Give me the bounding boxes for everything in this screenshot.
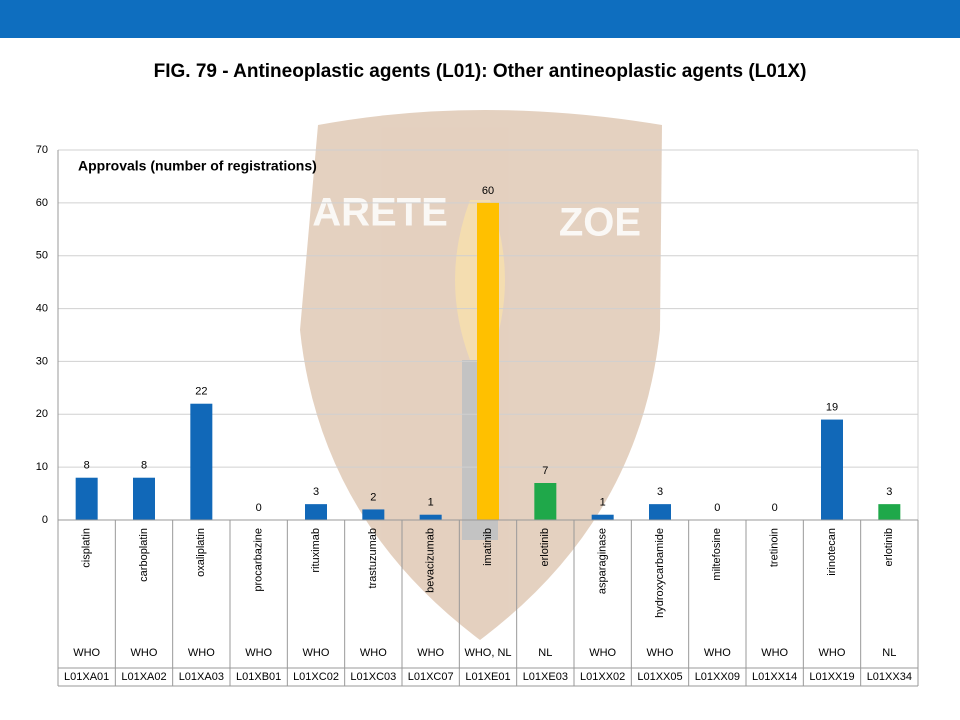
code-label: L01XC03 — [350, 671, 396, 683]
source-label: WHO — [417, 647, 444, 659]
x-tick-label: rituximab — [310, 528, 322, 573]
y-tick-label: 10 — [36, 461, 48, 473]
x-tick-label: trastuzumab — [367, 528, 379, 589]
y-tick-label: 70 — [36, 144, 48, 156]
source-label: WHO — [819, 647, 846, 659]
code-label: L01XX02 — [580, 671, 625, 683]
x-tick-label: cisplatin — [81, 528, 93, 568]
code-label: L01XC02 — [293, 671, 339, 683]
bar — [649, 504, 671, 520]
source-label: WHO — [589, 647, 616, 659]
data-label: 2 — [370, 491, 376, 503]
watermark-text: ZOE — [559, 201, 641, 245]
code-label: L01XX09 — [695, 671, 740, 683]
y-tick-label: 0 — [42, 514, 48, 526]
source-label: WHO — [73, 647, 100, 659]
data-label: 8 — [84, 460, 90, 472]
chart-subtitle: Approvals (number of registrations) — [78, 158, 317, 174]
bar — [591, 514, 614, 520]
y-tick-label: 30 — [36, 355, 48, 367]
source-label: NL — [538, 647, 552, 659]
data-label: 1 — [600, 497, 606, 509]
watermark-text: ARETE — [312, 191, 448, 235]
code-label: L01XE03 — [523, 671, 568, 683]
source-label: WHO — [647, 647, 674, 659]
x-tick-label: irinotecan — [826, 528, 838, 576]
data-label: 60 — [482, 185, 494, 197]
x-tick-label: erlotinib — [539, 528, 551, 567]
source-label: WHO — [761, 647, 788, 659]
bar — [133, 477, 155, 520]
x-tick-label: imatinib — [482, 528, 494, 566]
data-label: 0 — [714, 502, 720, 514]
bar — [477, 202, 499, 520]
x-tick-label: miltefosine — [711, 528, 723, 581]
x-tick-label: tretinoin — [769, 528, 781, 567]
source-label: WHO — [245, 647, 272, 659]
x-tick-label: bevacizumab — [425, 528, 437, 593]
code-label: L01XX05 — [637, 671, 682, 683]
y-tick-label: 20 — [36, 408, 48, 420]
bar — [362, 509, 385, 520]
bar — [75, 477, 98, 520]
bar — [190, 403, 213, 520]
code-label: L01XX19 — [809, 671, 854, 683]
data-label: 0 — [772, 502, 778, 514]
code-label: L01XC07 — [408, 671, 454, 683]
code-label: L01XB01 — [236, 671, 281, 683]
chart-title: FIG. 79 - Antineoplastic agents (L01): O… — [154, 61, 807, 82]
code-label: L01XE01 — [465, 671, 510, 683]
x-tick-label: hydroxycarbamide — [654, 528, 666, 618]
code-label: L01XA01 — [64, 671, 109, 683]
data-label: 7 — [542, 465, 548, 477]
source-label: WHO, NL — [464, 647, 511, 659]
source-label: WHO — [360, 647, 387, 659]
source-label: NL — [882, 647, 896, 659]
source-label: WHO — [131, 647, 158, 659]
x-tick-label: asparaginase — [597, 528, 609, 594]
code-label: L01XX14 — [752, 671, 797, 683]
data-label: 19 — [826, 401, 838, 413]
code-label: L01XA03 — [179, 671, 224, 683]
code-label: L01XX34 — [867, 671, 912, 683]
data-label: 3 — [657, 486, 663, 498]
y-tick-label: 50 — [36, 250, 48, 262]
source-label: WHO — [188, 647, 215, 659]
x-tick-label: oxaliplatin — [195, 528, 207, 577]
y-tick-label: 60 — [36, 197, 48, 209]
source-label: WHO — [704, 647, 731, 659]
data-label: 3 — [886, 486, 892, 498]
x-tick-label: erlotinib — [883, 528, 895, 567]
data-label: 8 — [141, 460, 147, 472]
bar — [821, 419, 843, 520]
data-label: 3 — [313, 486, 319, 498]
header-bar — [0, 0, 960, 38]
code-label: L01XA02 — [121, 671, 166, 683]
x-tick-label: carboplatin — [138, 528, 150, 582]
data-label: 1 — [428, 497, 434, 509]
data-label: 0 — [256, 502, 262, 514]
data-label: 22 — [195, 386, 207, 398]
bar — [878, 504, 901, 520]
bar — [534, 483, 557, 520]
x-tick-label: procarbazine — [253, 528, 265, 592]
bar — [305, 504, 327, 520]
source-label: WHO — [303, 647, 330, 659]
bar — [419, 514, 442, 520]
y-tick-label: 40 — [36, 302, 48, 314]
